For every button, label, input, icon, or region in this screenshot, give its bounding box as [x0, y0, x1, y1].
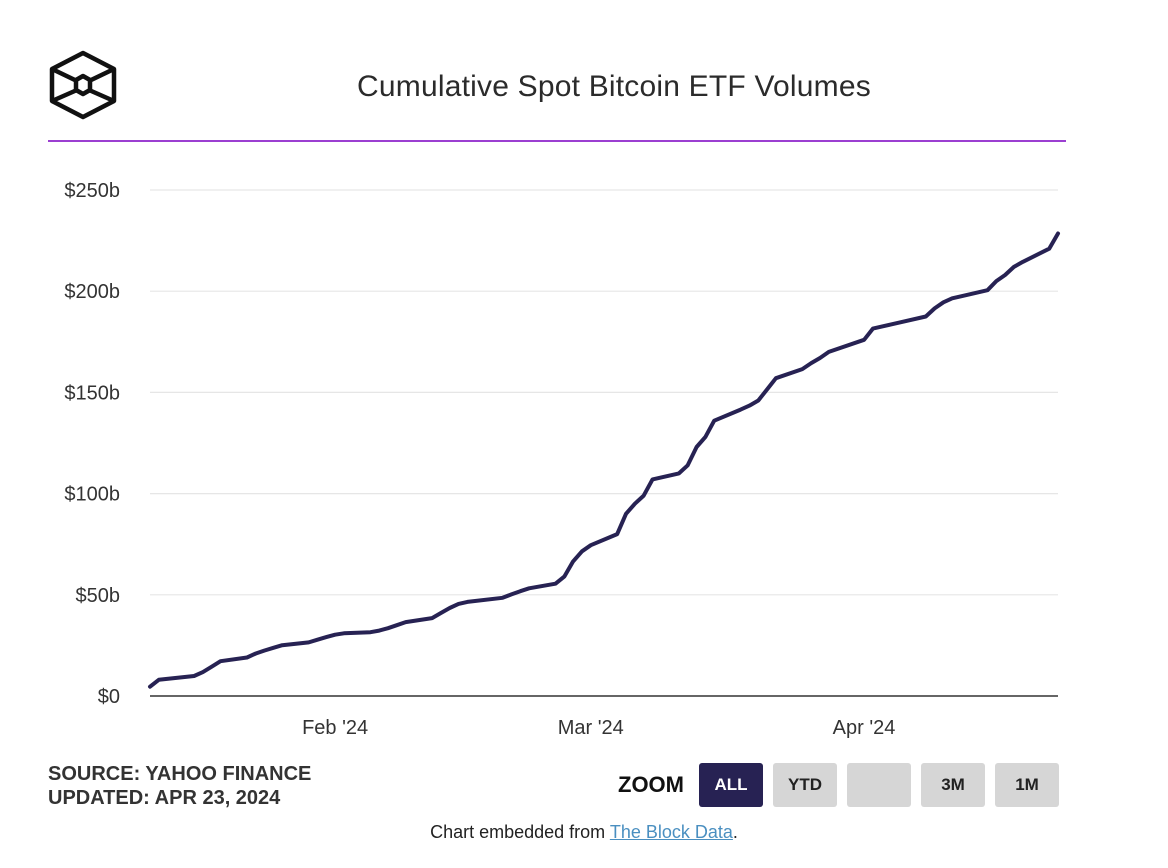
y-tick-label: $100b [64, 484, 120, 506]
zoom-ytd-button[interactable]: YTD [773, 763, 837, 807]
x-axis: Feb '24 Mar '24 Apr '24 [302, 717, 895, 739]
chart-title: Cumulative Spot Bitcoin ETF Volumes [357, 70, 871, 103]
source-info: SOURCE: YAHOO FINANCE UPDATED: APR 23, 2… [48, 762, 311, 810]
line-chart: $0 $50b $100b $150b $200b $250b Feb '24 Mar '2… [64, 180, 1060, 739]
updated-text: UPDATED: APR 23, 2024 [48, 787, 281, 809]
title-divider [48, 140, 1066, 142]
x-tick-label: Mar '24 [558, 717, 624, 739]
source-text: SOURCE: YAHOO FINANCE [48, 763, 312, 785]
the-block-data-link[interactable]: The Block Data [609, 822, 733, 842]
x-tick-label: Feb '24 [302, 717, 368, 739]
embed-prefix: Chart embedded from [430, 822, 610, 842]
series-line [148, 231, 1060, 689]
zoom-all-button[interactable]: ALL [699, 763, 763, 807]
embed-note: Chart embedded from The Block Data. [0, 822, 1168, 843]
y-axis: $0 $50b $100b $150b $200b $250b [64, 180, 120, 708]
x-tick-label: Apr '24 [833, 717, 896, 739]
zoom-blank-button[interactable] [847, 763, 911, 807]
y-tick-label: $50b [76, 585, 121, 607]
series-layer [148, 231, 1060, 689]
embed-suffix: . [732, 822, 738, 842]
y-tick-label: $250b [64, 180, 120, 202]
gridlines [150, 189, 1058, 596]
y-tick-label: $150b [64, 382, 120, 404]
the-block-logo-icon [48, 50, 118, 120]
zoom-1m-button[interactable]: 1M [995, 763, 1059, 807]
y-tick-label: $0 [98, 686, 120, 708]
zoom-label: ZOOM [618, 772, 684, 797]
y-tick-label: $200b [64, 281, 120, 303]
zoom-3m-button[interactable]: 3M [921, 763, 985, 807]
